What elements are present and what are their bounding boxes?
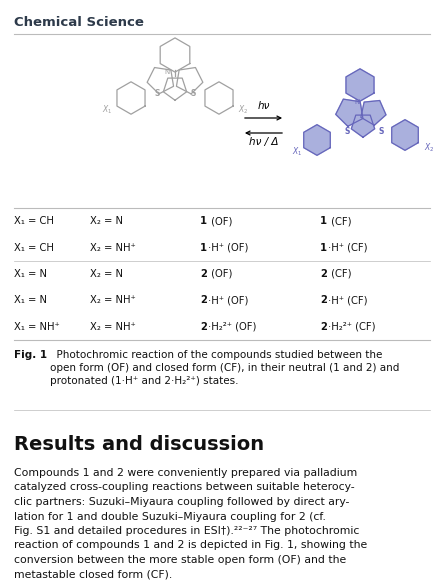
Text: Photochromic reaction of the compounds studied between the
open form (OF) and cl: Photochromic reaction of the compounds s…	[50, 350, 399, 387]
Text: N: N	[354, 99, 360, 105]
Text: Fig. 1: Fig. 1	[14, 350, 47, 360]
Text: $X_2$: $X_2$	[424, 142, 434, 154]
Text: 1: 1	[200, 216, 207, 226]
Text: $X_2$: $X_2$	[238, 104, 248, 116]
Text: X₁ = N: X₁ = N	[14, 269, 47, 279]
Text: X₁ = CH: X₁ = CH	[14, 216, 54, 226]
Text: 2: 2	[200, 296, 207, 305]
Polygon shape	[351, 115, 375, 137]
Text: (OF): (OF)	[208, 216, 232, 226]
Text: ·H⁺ (OF): ·H⁺ (OF)	[208, 243, 248, 252]
Text: reaction of compounds 1 and 2 is depicted in Fig. 1, showing the: reaction of compounds 1 and 2 is depicte…	[14, 540, 367, 550]
Text: ·H⁺ (CF): ·H⁺ (CF)	[328, 243, 368, 252]
Polygon shape	[361, 100, 386, 125]
Text: Chemical Science: Chemical Science	[14, 16, 144, 29]
Text: 2: 2	[200, 322, 207, 332]
Text: S: S	[190, 90, 196, 99]
Text: ·H⁺ (OF): ·H⁺ (OF)	[208, 296, 248, 305]
Text: clic partners: Suzuki–Miyaura coupling followed by direct ary-: clic partners: Suzuki–Miyaura coupling f…	[14, 497, 349, 507]
Text: 1: 1	[320, 216, 327, 226]
Text: X₁ = N: X₁ = N	[14, 296, 47, 305]
Text: hν: hν	[258, 101, 270, 111]
Text: (CF): (CF)	[328, 216, 352, 226]
Text: (OF): (OF)	[208, 269, 232, 279]
Text: ·H₂²⁺ (OF): ·H₂²⁺ (OF)	[208, 322, 256, 332]
Polygon shape	[304, 125, 330, 155]
Text: $X_1$: $X_1$	[102, 104, 112, 116]
Text: S: S	[378, 128, 384, 136]
Polygon shape	[392, 120, 418, 150]
Text: Fig. S1 and detailed procedures in ESI†).²²⁻²⁷ The photochromic: Fig. S1 and detailed procedures in ESI†)…	[14, 526, 359, 536]
Text: 2: 2	[320, 296, 327, 305]
Text: X₂ = N: X₂ = N	[90, 216, 123, 226]
Text: catalyzed cross-coupling reactions between suitable heterocy-: catalyzed cross-coupling reactions betwe…	[14, 483, 355, 493]
Text: metastable closed form (CF).: metastable closed form (CF).	[14, 570, 172, 580]
Text: lation for 1 and double Suzuki–Miyaura coupling for 2 (cf.: lation for 1 and double Suzuki–Miyaura c…	[14, 511, 326, 522]
Polygon shape	[346, 69, 374, 101]
Text: hν / Δ: hν / Δ	[249, 137, 278, 147]
Text: conversion between the more stable open form (OF) and the: conversion between the more stable open …	[14, 555, 346, 565]
Text: X₂ = NH⁺: X₂ = NH⁺	[90, 243, 136, 252]
Text: X₂ = NH⁺: X₂ = NH⁺	[90, 322, 136, 332]
Text: S: S	[344, 128, 350, 136]
Text: 2: 2	[320, 269, 327, 279]
Text: S: S	[155, 90, 160, 99]
Text: X₁ = CH: X₁ = CH	[14, 243, 54, 252]
Text: 1: 1	[320, 243, 327, 252]
Text: X₂ = N: X₂ = N	[90, 269, 123, 279]
Text: ·H₂²⁺ (CF): ·H₂²⁺ (CF)	[328, 322, 376, 332]
Text: Compounds 1 and 2 were conveniently prepared via palladium: Compounds 1 and 2 were conveniently prep…	[14, 468, 357, 478]
Text: X₁ = NH⁺: X₁ = NH⁺	[14, 322, 60, 332]
Text: Results and discussion: Results and discussion	[14, 435, 264, 454]
Text: $X_1$: $X_1$	[292, 146, 302, 158]
Text: ·H⁺ (CF): ·H⁺ (CF)	[328, 296, 368, 305]
Text: 2: 2	[200, 269, 207, 279]
Text: X₂ = NH⁺: X₂ = NH⁺	[90, 296, 136, 305]
Text: 1: 1	[200, 243, 207, 252]
Polygon shape	[336, 99, 363, 127]
Text: 2: 2	[320, 322, 327, 332]
Text: N: N	[164, 69, 170, 75]
Text: (CF): (CF)	[328, 269, 352, 279]
